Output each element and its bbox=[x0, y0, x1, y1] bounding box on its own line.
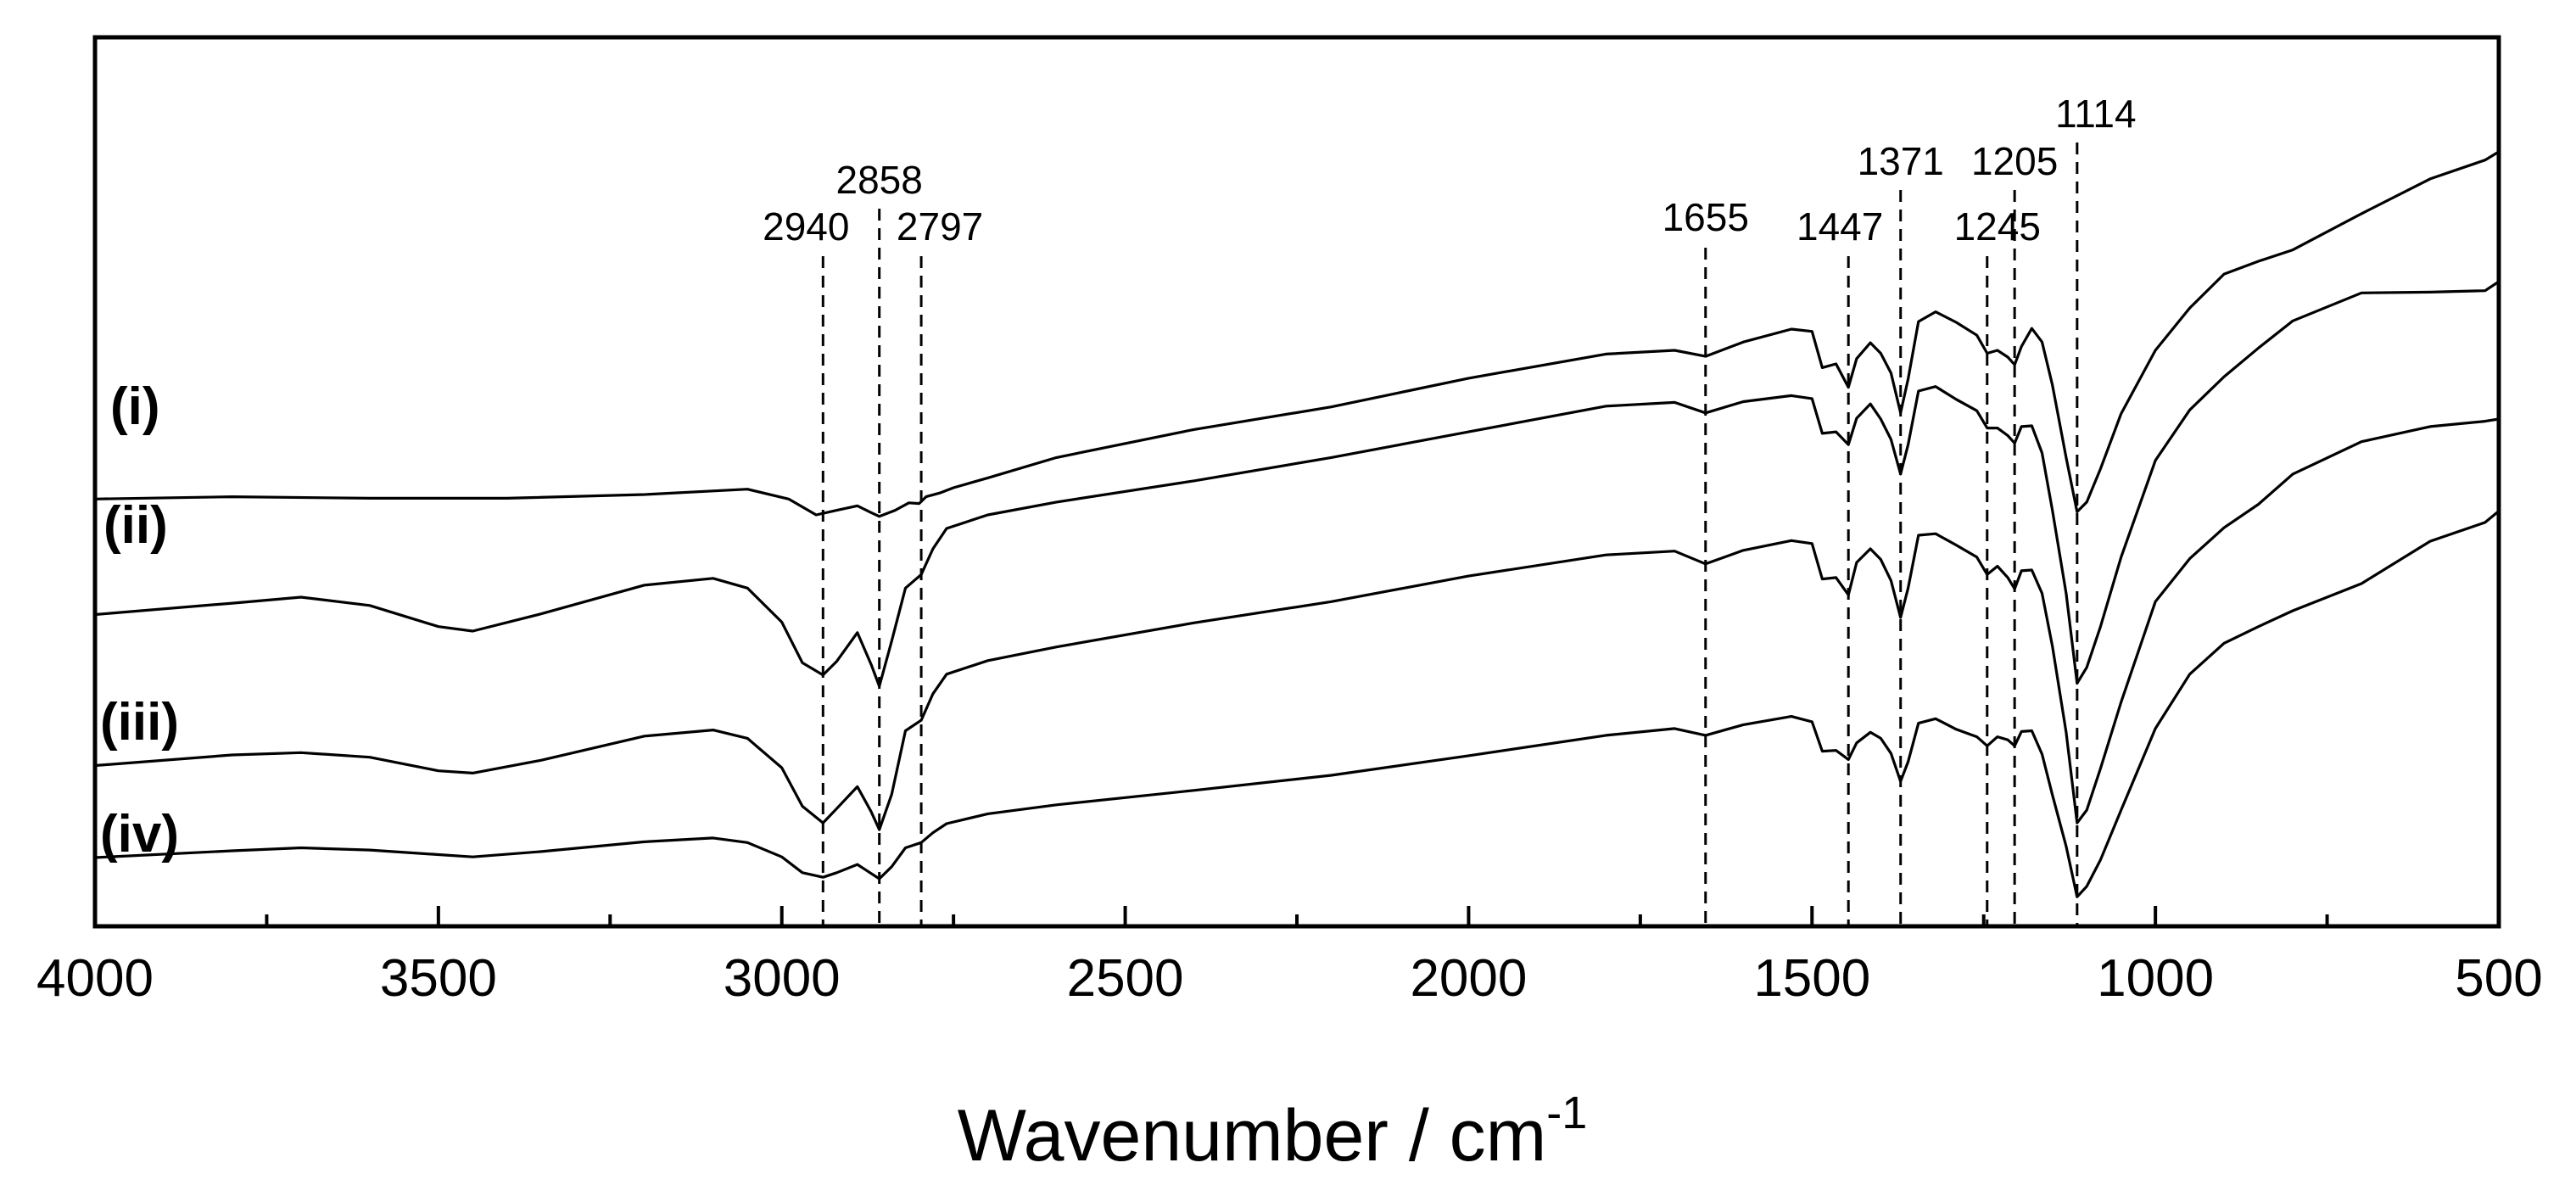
x-axis-title: Wavenumber / cm-1 bbox=[958, 1087, 1588, 1177]
spectra bbox=[94, 150, 2501, 898]
peak-label-1447: 1447 bbox=[1796, 204, 1883, 249]
x-tick-label: 2500 bbox=[1067, 949, 1184, 1008]
plot-frame bbox=[92, 35, 2501, 929]
peak-label-2858: 2858 bbox=[836, 158, 923, 202]
x-tick-label: 1000 bbox=[2097, 949, 2214, 1008]
peak-label-2940: 2940 bbox=[763, 204, 849, 249]
x-tick-label: 3000 bbox=[724, 949, 841, 1008]
x-axis-tick-labels: 4000 3500 3000 2500 2000 1500 1000 500 bbox=[36, 949, 2543, 1008]
peak-label-2797: 2797 bbox=[897, 204, 983, 249]
peak-label-1205: 1205 bbox=[1971, 139, 2058, 183]
spectrum-label-3: (iii) bbox=[100, 693, 179, 752]
x-axis-title-superscript: -1 bbox=[1546, 1087, 1587, 1138]
x-axis-title-text: Wavenumber / cm bbox=[958, 1095, 1547, 1177]
x-axis-ticks bbox=[93, 906, 2501, 926]
peak-label-1114: 1114 bbox=[2055, 92, 2137, 136]
x-tick-label: 1500 bbox=[1753, 949, 1870, 1008]
spectrum-line-4 bbox=[94, 510, 2501, 898]
peak-label-1655: 1655 bbox=[1662, 195, 1749, 239]
x-tick-label: 3500 bbox=[380, 949, 497, 1008]
spectrum-line-1 bbox=[94, 150, 2500, 518]
x-tick-label: 2000 bbox=[1410, 949, 1527, 1008]
spectrum-labels: (i) (ii) (iii) (iv) bbox=[100, 377, 179, 864]
spectrum-label-1: (i) bbox=[110, 377, 160, 436]
peak-label-1371: 1371 bbox=[1858, 139, 1944, 183]
spectrum-line-2 bbox=[94, 280, 2500, 688]
spectrum-label-2: (ii) bbox=[103, 496, 168, 555]
peak-label-1245: 1245 bbox=[1954, 204, 2041, 249]
spectrum-line-3 bbox=[94, 417, 2500, 831]
x-tick-label: 500 bbox=[2455, 949, 2542, 1008]
spectrum-label-4: (iv) bbox=[100, 805, 179, 864]
x-tick-label: 4000 bbox=[36, 949, 154, 1008]
